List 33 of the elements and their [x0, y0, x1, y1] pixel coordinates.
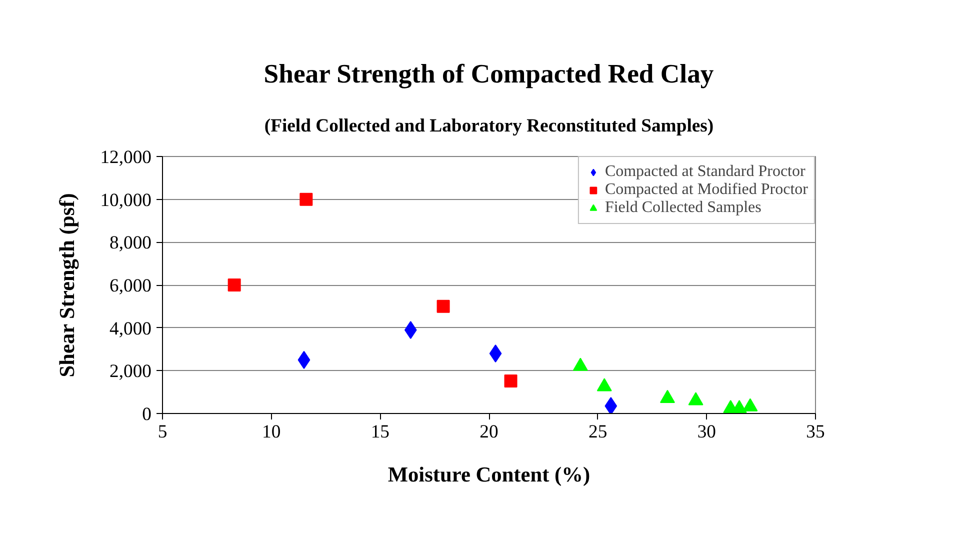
- y-tick-label: 2,000: [110, 361, 152, 382]
- point: [436, 300, 450, 313]
- y-tick-label: 8,000: [110, 232, 152, 254]
- y-tick-label: 0: [142, 404, 152, 425]
- point: [572, 358, 588, 371]
- point: [742, 398, 758, 412]
- x-tick-label: 30: [697, 422, 716, 442]
- x-tick-label: 10: [262, 422, 281, 442]
- y-axis-title: Shear Strength (psf): [55, 193, 80, 378]
- point: [489, 344, 502, 363]
- x-tick-label: 35: [806, 422, 825, 442]
- point: [228, 278, 241, 292]
- legend-label: Field Collected Samples: [604, 199, 762, 217]
- x-tick-label: 25: [588, 422, 608, 442]
- x-tick-label: 5: [158, 422, 168, 442]
- y-tick-label: 6,000: [110, 276, 152, 296]
- x-tick-label: 15: [370, 422, 390, 442]
- point: [504, 374, 518, 388]
- point: [404, 320, 417, 339]
- y-tick-label: 4,000: [110, 318, 152, 340]
- chart-title: Shear Strength of Compacted Red Clay: [264, 58, 714, 88]
- x-tick-label: 20: [480, 422, 498, 442]
- y-tick-label: 12,000: [100, 147, 152, 168]
- x-axis-title: Moisture Content (%): [388, 462, 590, 486]
- chart-subtitle: (Field Collected and Laboratory Reconstituted Samples): [264, 116, 714, 136]
- point: [604, 397, 618, 414]
- legend-label: Compacted at Modified Proctor: [604, 181, 808, 199]
- y-tick-label: 10,000: [100, 190, 152, 211]
- point: [688, 392, 704, 406]
- legend-label: Compacted at Standard Proctor: [604, 163, 806, 181]
- point: [660, 390, 675, 404]
- point: [298, 350, 310, 369]
- point: [596, 378, 612, 392]
